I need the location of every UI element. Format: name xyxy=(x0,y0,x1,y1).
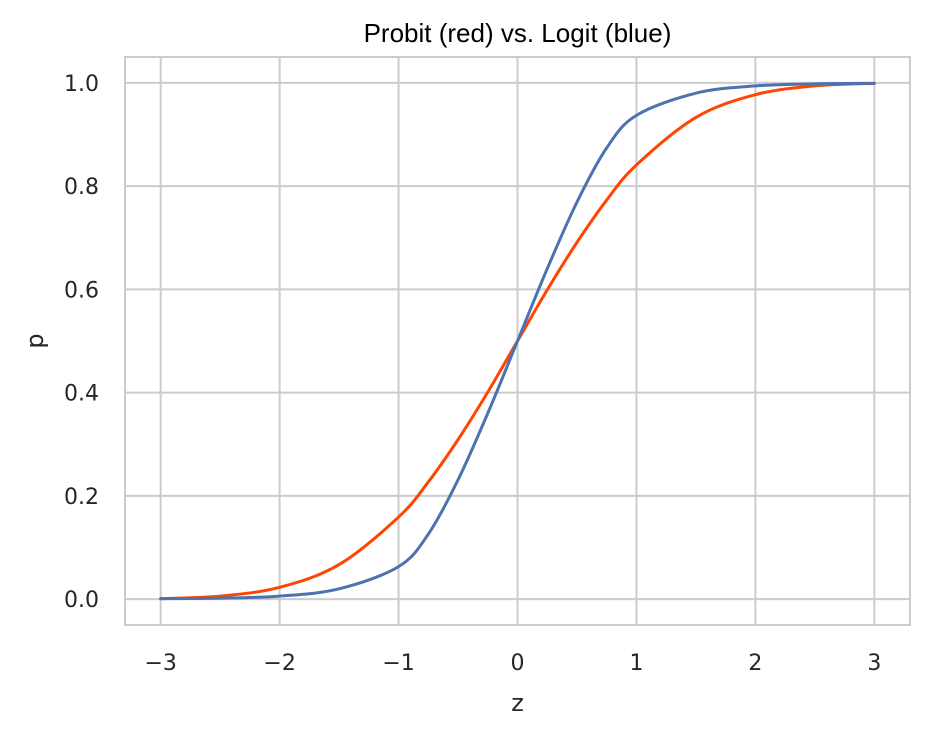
y-axis-label: p xyxy=(21,333,49,348)
x-tick-label: −3 xyxy=(144,651,176,676)
y-tick-label: 0.4 xyxy=(64,382,99,407)
y-tick-label: 0.0 xyxy=(64,588,99,613)
x-tick-label: 2 xyxy=(748,651,762,676)
x-tick-labels: −3 −2 −1 0 1 2 3 xyxy=(144,651,881,676)
x-tick-label: 0 xyxy=(511,651,525,676)
series-layer xyxy=(159,81,876,601)
x-axis-label: z xyxy=(511,689,524,717)
y-tick-labels: 0.0 0.2 0.4 0.6 0.8 1.0 xyxy=(64,72,99,613)
plot-area xyxy=(124,56,911,626)
y-tick-label: 0.6 xyxy=(64,278,99,303)
x-tick-label: −1 xyxy=(382,651,414,676)
y-tick-label: 0.8 xyxy=(64,175,99,200)
chart-title: Probit (red) vs. Logit (blue) xyxy=(364,18,672,48)
logit-series-line xyxy=(159,81,876,601)
x-tick-label: 1 xyxy=(629,651,643,676)
x-tick-label: −2 xyxy=(263,651,295,676)
y-tick-label: 0.2 xyxy=(64,485,99,510)
x-tick-label: 3 xyxy=(867,651,881,676)
grid xyxy=(125,57,910,625)
y-tick-label: 1.0 xyxy=(64,72,99,97)
